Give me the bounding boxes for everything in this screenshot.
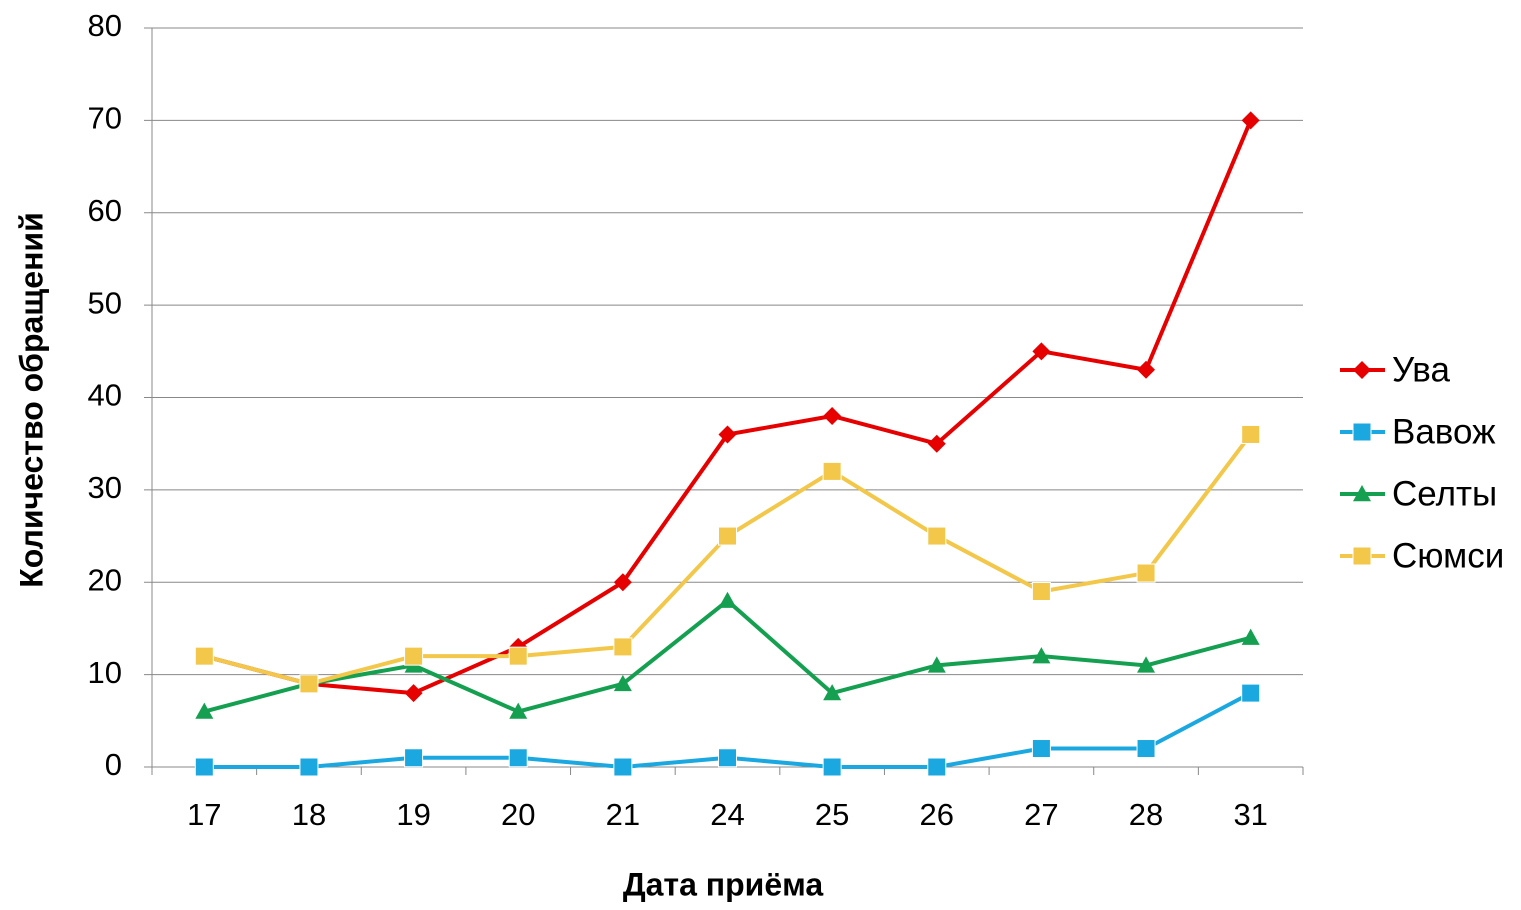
point-marker bbox=[718, 748, 737, 768]
series-line bbox=[203, 598, 1252, 714]
legend-marker bbox=[1352, 422, 1372, 442]
x-tick-label: 18 bbox=[292, 797, 326, 832]
x-tick-label: 25 bbox=[815, 797, 849, 832]
point-marker bbox=[404, 748, 424, 768]
y-tick-label: 60 bbox=[88, 193, 122, 228]
point-marker bbox=[1136, 563, 1156, 583]
x-tick-label: 27 bbox=[1024, 797, 1058, 832]
y-tick-label: 40 bbox=[88, 378, 122, 413]
point-marker bbox=[613, 573, 632, 592]
y-axis-title: Количество обращений bbox=[13, 212, 49, 588]
x-tick-label: 19 bbox=[396, 797, 430, 832]
x-tick-label: 26 bbox=[920, 797, 954, 832]
y-tick-label: 10 bbox=[88, 655, 122, 690]
point-marker bbox=[927, 656, 946, 673]
x-tick-label: 24 bbox=[710, 797, 744, 832]
point-marker bbox=[1136, 739, 1156, 759]
point-marker bbox=[1137, 656, 1156, 673]
point-marker bbox=[1137, 360, 1156, 379]
x-tick-label: 31 bbox=[1233, 797, 1267, 832]
point-marker bbox=[299, 674, 319, 694]
point-marker bbox=[194, 646, 214, 666]
point-marker bbox=[1032, 342, 1051, 361]
y-tick-label: 70 bbox=[88, 101, 122, 136]
y-tick-label: 0 bbox=[105, 747, 122, 782]
point-marker bbox=[1031, 581, 1051, 601]
legend-marker bbox=[1353, 361, 1371, 379]
legend-marker bbox=[1352, 546, 1372, 566]
point-marker bbox=[823, 684, 842, 701]
series-line bbox=[203, 433, 1253, 686]
point-marker bbox=[1241, 628, 1260, 645]
point-marker bbox=[299, 757, 319, 777]
legend-label: Ува bbox=[1392, 350, 1450, 389]
point-marker bbox=[404, 684, 423, 703]
x-axis-title: Дата приёма bbox=[623, 866, 824, 902]
point-marker bbox=[613, 674, 632, 692]
point-marker bbox=[613, 757, 633, 777]
point-marker bbox=[822, 461, 842, 481]
point-marker bbox=[1031, 739, 1051, 759]
legend-label: Селты bbox=[1392, 474, 1497, 513]
point-marker bbox=[822, 757, 842, 777]
point-marker bbox=[613, 637, 633, 657]
point-marker bbox=[509, 702, 528, 719]
x-tick-label: 17 bbox=[187, 797, 221, 832]
legend-label: Вавож bbox=[1392, 412, 1496, 451]
x-tick-label: 28 bbox=[1129, 797, 1163, 832]
x-tick-label: 20 bbox=[501, 797, 535, 832]
point-marker bbox=[1241, 683, 1261, 703]
legend-label: Сюмси bbox=[1392, 536, 1504, 575]
point-marker bbox=[1032, 647, 1051, 664]
y-tick-label: 30 bbox=[88, 470, 122, 505]
point-marker bbox=[823, 406, 842, 425]
point-marker bbox=[1241, 424, 1261, 444]
legend-marker bbox=[1353, 485, 1371, 502]
point-marker bbox=[1241, 111, 1260, 130]
point-marker bbox=[404, 646, 424, 666]
y-tick-label: 20 bbox=[88, 562, 122, 597]
point-marker bbox=[718, 425, 737, 444]
point-marker bbox=[508, 748, 528, 768]
point-marker bbox=[927, 526, 947, 546]
x-tick-label: 21 bbox=[606, 797, 640, 832]
y-tick-label: 50 bbox=[88, 285, 122, 320]
point-marker bbox=[718, 591, 737, 608]
y-tick-label: 80 bbox=[88, 8, 122, 43]
point-marker bbox=[927, 757, 947, 777]
point-marker bbox=[927, 434, 946, 453]
point-marker bbox=[718, 526, 737, 546]
point-marker bbox=[195, 702, 214, 719]
point-marker bbox=[194, 757, 214, 777]
point-marker bbox=[508, 646, 528, 666]
